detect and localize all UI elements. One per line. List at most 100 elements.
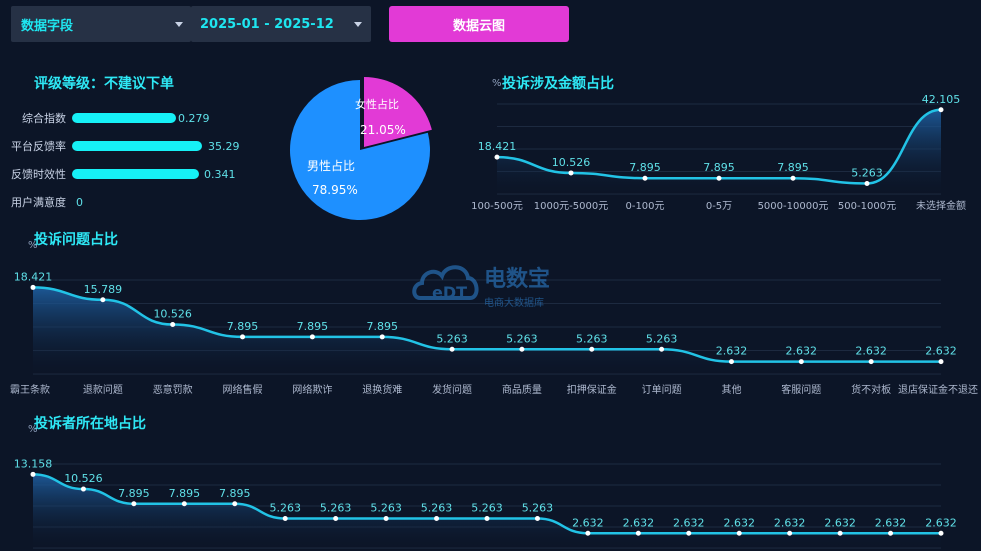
metric-bar-track (72, 113, 202, 123)
data-point[interactable] (736, 530, 742, 536)
data-point[interactable] (282, 516, 288, 522)
data-point[interactable] (379, 334, 385, 340)
data-label: 2.632 (623, 516, 655, 529)
category-label: 退款问题 (83, 383, 123, 396)
data-label: 42.105 (922, 93, 961, 106)
pie-label-male: 男性占比 (307, 158, 355, 173)
data-point[interactable] (333, 516, 339, 522)
data-point[interactable] (728, 359, 734, 365)
location-chart-title: 投诉者所在地占比 (34, 416, 146, 432)
data-label: 10.526 (64, 472, 103, 485)
data-point[interactable] (100, 297, 106, 303)
data-point[interactable] (449, 346, 455, 352)
category-label: 退换货难 (362, 383, 402, 396)
metric-bar (72, 169, 199, 179)
data-label: 5.263 (576, 332, 608, 345)
data-label: 2.632 (572, 516, 604, 529)
metric-bar-track (72, 141, 202, 151)
metric-label: 平台反馈率 (11, 140, 66, 153)
data-label: 2.632 (716, 345, 748, 358)
metric-label: 反馈时效性 (11, 168, 66, 181)
wordcloud-button[interactable]: 数据云图 (389, 6, 569, 42)
data-label: 5.263 (471, 502, 503, 515)
data-point[interactable] (589, 346, 595, 352)
data-point[interactable] (635, 530, 641, 536)
rating-metrics: 综合指数 0.279 平台反馈率 35.29 反馈时效性 0.341 用户满意度… (6, 104, 240, 216)
data-point[interactable] (519, 346, 525, 352)
data-point[interactable] (484, 516, 490, 522)
data-label: 2.632 (774, 516, 806, 529)
date-range-value: 2025-01 - 2025-12 (200, 16, 334, 32)
series-area (497, 109, 941, 194)
pie-slice-female[interactable] (364, 77, 432, 147)
data-point[interactable] (868, 359, 874, 365)
data-label: 5.263 (436, 332, 468, 345)
category-label: 5000-10000元 (758, 201, 829, 212)
category-label: 退店保证金不退还 (898, 383, 978, 396)
data-label: 18.421 (478, 140, 517, 153)
data-point[interactable] (181, 501, 187, 507)
field-select[interactable]: 数据字段 (11, 6, 191, 42)
data-label: 7.895 (703, 161, 735, 174)
data-point[interactable] (30, 471, 36, 477)
data-point[interactable] (642, 175, 648, 181)
data-point[interactable] (434, 516, 440, 522)
field-select-value: 数据字段 (21, 18, 74, 34)
category-label: 恶意罚款 (153, 383, 193, 396)
data-label: 15.789 (84, 283, 123, 296)
watermark-sub: 电商大数据库 (484, 296, 544, 309)
amount-area-chart: 18.421 10.526 7.895 7.895 7.895 5.263 42.105 10… (471, 93, 966, 212)
data-point[interactable] (787, 530, 793, 536)
data-point[interactable] (790, 175, 796, 181)
data-point[interactable] (80, 486, 86, 492)
category-label: 未选择金额 (916, 199, 966, 212)
data-point[interactable] (383, 516, 389, 522)
data-point[interactable] (309, 334, 315, 340)
data-label: 2.632 (673, 516, 705, 529)
data-label: 7.895 (297, 320, 329, 333)
data-point[interactable] (938, 359, 944, 365)
data-point[interactable] (938, 530, 944, 536)
pie-slice-male[interactable] (290, 80, 430, 221)
metric-row: 综合指数 0.279 (6, 104, 240, 132)
data-point[interactable] (240, 334, 246, 340)
data-point[interactable] (659, 346, 665, 352)
category-label: 扣押保证金 (567, 383, 617, 396)
pie-value-female: 21.05% (360, 123, 406, 137)
series-area (33, 474, 941, 548)
data-point[interactable] (938, 107, 944, 113)
data-label: 5.263 (506, 332, 538, 345)
data-point[interactable] (170, 322, 176, 328)
data-label: 2.632 (925, 516, 957, 529)
data-point[interactable] (716, 175, 722, 181)
data-label: 10.526 (552, 156, 591, 169)
issues-chart-title: 投诉问题占比 (34, 232, 118, 248)
data-point[interactable] (30, 284, 36, 290)
category-label: 其他 (721, 383, 741, 396)
data-point[interactable] (232, 501, 238, 507)
metric-value: 0.341 (204, 167, 236, 181)
pie-value-male: 78.95% (312, 183, 358, 197)
category-label: 客服问题 (781, 383, 821, 396)
metric-label: 综合指数 (22, 112, 66, 125)
data-point[interactable] (888, 530, 894, 536)
data-point[interactable] (534, 516, 540, 522)
data-label: 7.895 (169, 487, 201, 500)
data-point[interactable] (686, 530, 692, 536)
data-label: 5.263 (269, 502, 301, 515)
data-label: 5.263 (320, 502, 352, 515)
data-label: 2.632 (723, 516, 755, 529)
data-point[interactable] (131, 501, 137, 507)
data-point[interactable] (585, 530, 591, 536)
data-point[interactable] (864, 180, 870, 186)
data-point[interactable] (494, 154, 500, 160)
amount-ylabel: % (492, 78, 502, 89)
data-label: 7.895 (629, 161, 661, 174)
chevron-down-icon (175, 22, 183, 27)
category-label: 1000元-5000元 (534, 201, 609, 212)
data-label: 5.263 (421, 502, 453, 515)
data-point[interactable] (568, 170, 574, 176)
data-point[interactable] (798, 359, 804, 365)
data-point[interactable] (837, 530, 843, 536)
date-range-select[interactable]: 2025-01 - 2025-12 (191, 6, 371, 42)
